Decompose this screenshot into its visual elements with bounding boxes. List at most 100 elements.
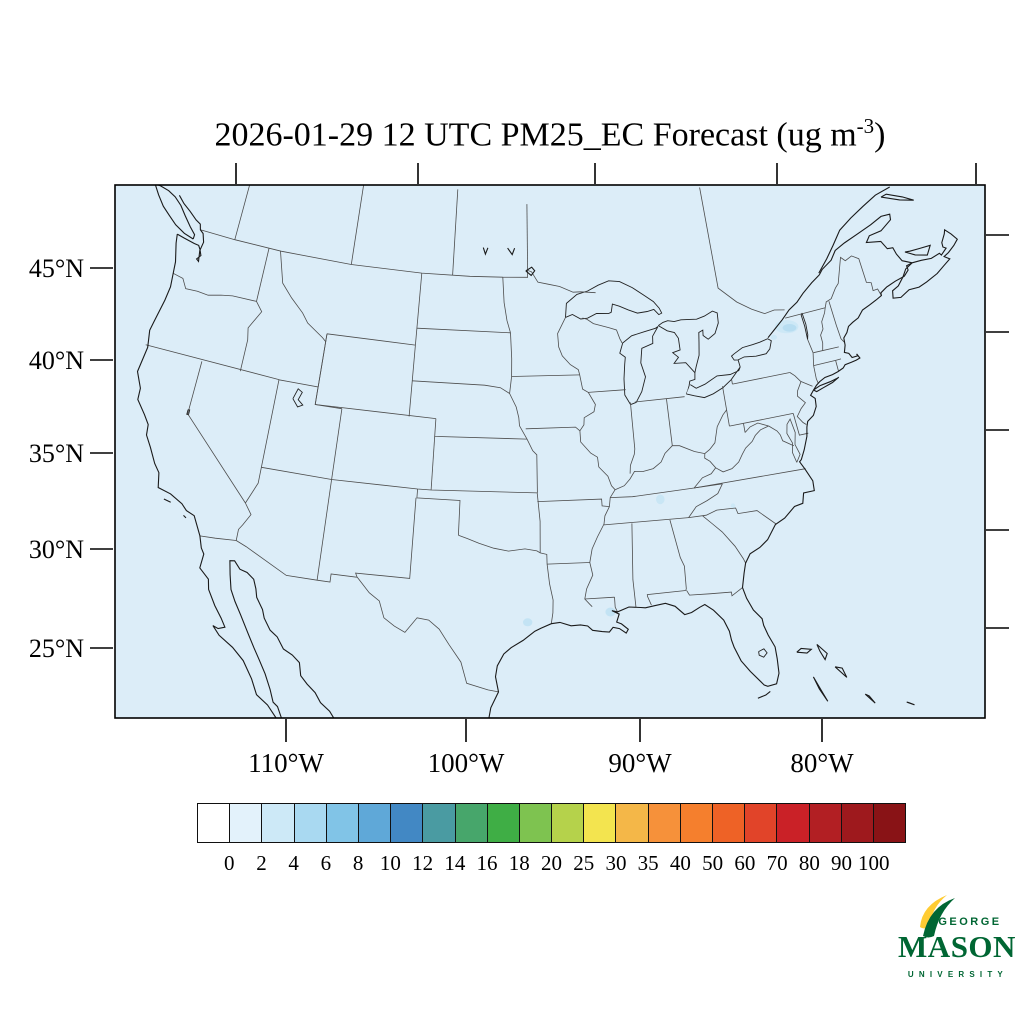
colorbar-cell: [487, 804, 520, 842]
border-line: [509, 393, 528, 440]
border-line: [317, 341, 327, 387]
border-line: [744, 422, 769, 433]
border-line: [235, 540, 358, 583]
colorbar-cell: [423, 804, 456, 842]
lat-tick-label: 30°N: [29, 535, 84, 564]
colorbar-cell: [391, 804, 424, 842]
lon-tick-label: 90°W: [608, 748, 672, 778]
border-line: [234, 185, 251, 240]
coastline: [818, 186, 890, 274]
border-line: [813, 365, 819, 384]
map-frame: [114, 184, 986, 719]
border-line: [187, 361, 246, 504]
pm-patch: [782, 324, 797, 332]
border-line: [416, 488, 461, 536]
border-line: [646, 590, 686, 606]
colorbar-cell: [745, 804, 778, 842]
lon-tick-label: 110°W: [248, 748, 324, 778]
lat-tick-label: 45°N: [29, 254, 84, 283]
border-line: [582, 317, 623, 344]
colorbar-cell: [873, 804, 906, 842]
colorbar-cell: [584, 804, 617, 842]
coastline: [757, 690, 771, 699]
border-line: [732, 372, 790, 385]
border-line: [173, 272, 257, 302]
border-line: [824, 255, 882, 308]
border-line: [525, 426, 581, 432]
border-line: [355, 497, 417, 579]
border-line: [694, 468, 806, 489]
colorbar-cell: [616, 804, 649, 842]
pm-patch: [523, 618, 533, 627]
border-line: [511, 374, 580, 377]
colorbar-cell: [198, 804, 231, 842]
border-line: [502, 277, 511, 333]
border-line: [316, 479, 332, 581]
border-line: [510, 332, 513, 377]
lake-outline: [619, 326, 659, 406]
colorbar-cell: [455, 804, 488, 842]
border-line: [812, 352, 814, 366]
colorbar-cell: [326, 804, 359, 842]
border-line: [614, 597, 618, 613]
border-line: [430, 436, 436, 491]
lakes-layer: [186, 280, 809, 658]
border-line: [603, 517, 689, 526]
border-line: [686, 587, 743, 597]
coastline: [904, 244, 932, 256]
colorbar-cell: [358, 804, 392, 842]
border-line: [235, 502, 252, 541]
coastline: [816, 643, 828, 661]
pm-patch: [770, 334, 778, 340]
border-line: [588, 389, 626, 393]
coastline: [796, 647, 813, 654]
border-line: [731, 379, 733, 385]
border-line: [350, 185, 365, 265]
title-exponent: -3: [856, 114, 875, 138]
coastline: [864, 693, 876, 704]
border-line: [702, 515, 746, 564]
colorbar-cell: [648, 804, 681, 842]
border-line: [688, 507, 777, 525]
border-line: [715, 425, 769, 473]
border-line: [792, 413, 809, 436]
border-line: [245, 379, 280, 504]
logo-green-leaf-icon: [923, 898, 955, 938]
coastline: [834, 666, 848, 678]
colorbar-cell: [841, 804, 874, 842]
lon-tick-label: 80°W: [790, 748, 854, 778]
colorbar-cell: [777, 804, 810, 842]
lake-outline: [658, 325, 696, 374]
colorbar-cell: [262, 804, 295, 842]
border-line: [835, 360, 839, 372]
lake-outline: [292, 388, 304, 408]
colorbar-cell: [809, 804, 842, 842]
border-line: [666, 398, 673, 446]
lat-tick-label: 35°N: [29, 439, 84, 468]
coastline: [813, 376, 840, 393]
gmu-logo: MASON GEORGE U N I V E R S I T Y: [898, 895, 1015, 979]
lat-tick-label: 40°N: [29, 346, 84, 375]
coastline: [525, 266, 536, 277]
border-line: [579, 430, 616, 490]
coastline: [177, 195, 205, 263]
colorbar-cell: [230, 804, 263, 842]
border-line: [199, 535, 237, 541]
border-line: [280, 251, 328, 343]
border-line: [526, 438, 538, 493]
coastline: [767, 274, 820, 339]
lake-outline: [758, 648, 768, 658]
pm-patch: [730, 503, 736, 509]
pm-patch: [605, 607, 616, 617]
border-line: [786, 418, 801, 463]
axis-ticks: [90, 163, 1009, 742]
coastline: [183, 515, 187, 519]
border-line: [789, 372, 807, 425]
page-title: 2026-01-29 12 UTC PM25_EC Forecast (ug m…: [115, 114, 985, 154]
lon-tick-label: 100°W: [428, 748, 505, 778]
coastline: [163, 498, 171, 503]
border-line: [629, 402, 636, 474]
coastline: [488, 262, 913, 718]
colorbar-cell: [680, 804, 713, 842]
